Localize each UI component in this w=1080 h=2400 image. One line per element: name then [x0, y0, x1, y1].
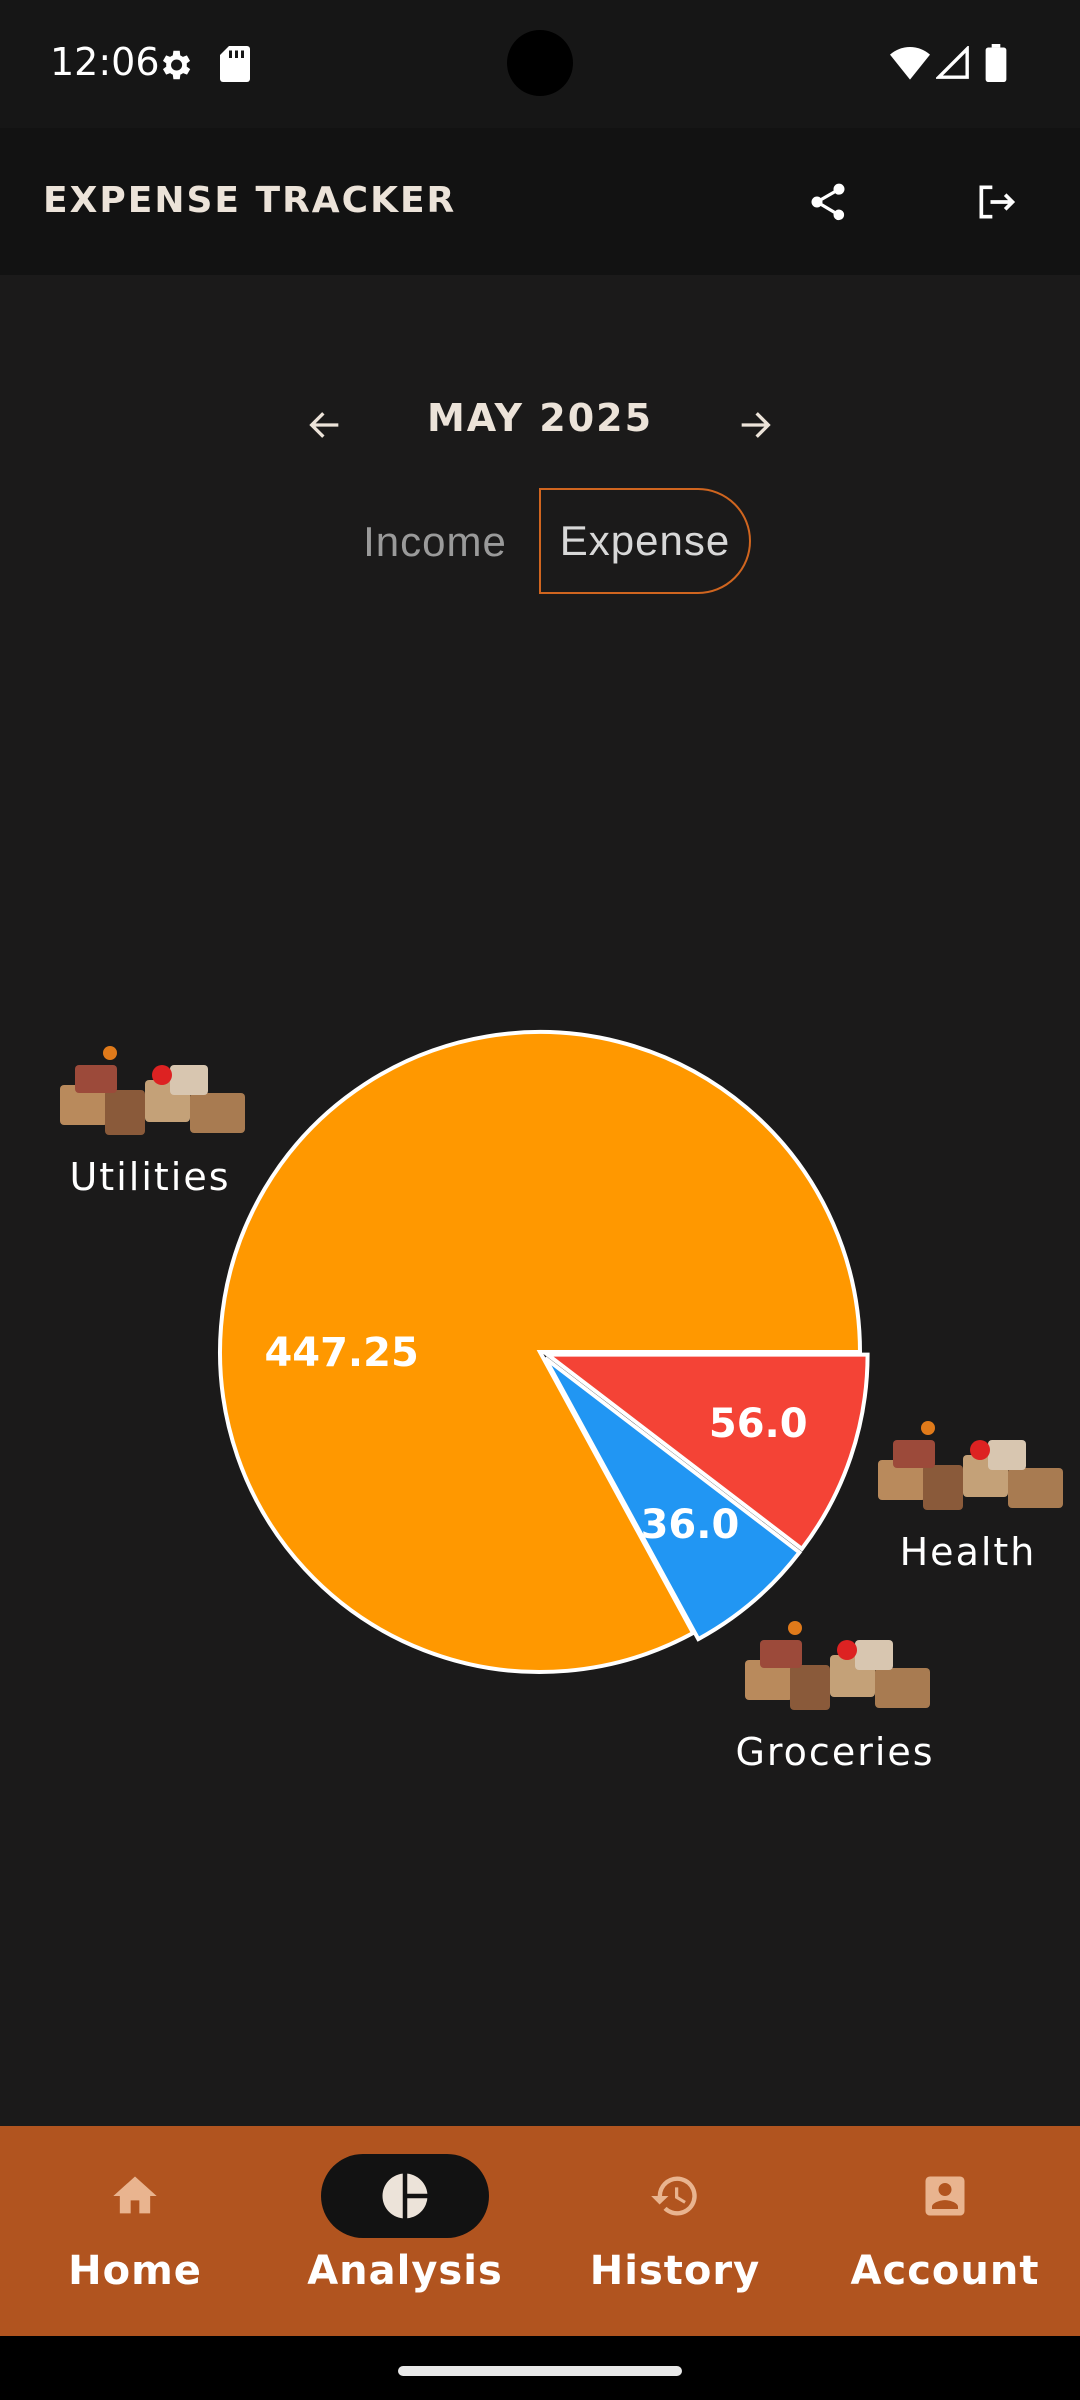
expense-pie-chart[interactable]: 447.25 Utilities 56.0 Health 36.0 Groceries [0, 1000, 1080, 1820]
pie-slice-utilities[interactable] [218, 1030, 863, 1674]
sd-card-icon [220, 46, 250, 82]
category-label-groceries: Groceries [735, 1730, 934, 1774]
month-navigator: MAY 2025 [0, 380, 1080, 460]
expense-toggle[interactable]: Expense [539, 488, 751, 594]
app-title: EXPENSE TRACKER [43, 180, 457, 221]
pie-slice-groceries[interactable] [543, 1356, 803, 1642]
month-label: MAY 2025 [426, 396, 654, 440]
pie-value-label-utilities: 447.25 [264, 1330, 418, 1376]
category-label-health: Health [900, 1530, 1037, 1574]
pie-value-label-health: 56.0 [709, 1401, 808, 1447]
nav-history[interactable]: History [540, 2126, 810, 2336]
nav-analysis[interactable]: Analysis [270, 2126, 540, 2336]
previous-month-button[interactable] [290, 390, 360, 460]
nav-home[interactable]: Home [0, 2126, 270, 2336]
arrow-left-icon [309, 412, 339, 438]
next-month-button[interactable] [720, 390, 790, 460]
logout-icon [979, 185, 1016, 219]
category-label-utilities: Utilities [69, 1155, 230, 1199]
settings-icon [162, 50, 191, 80]
logout-button[interactable] [958, 164, 1034, 240]
pie-chart-icon [382, 2173, 428, 2219]
nav-analysis-pill [321, 2154, 489, 2238]
category-badge-groceries: Groceries [735, 1621, 934, 1774]
category-badge-health: Health [878, 1421, 1063, 1574]
battery-icon [985, 44, 1007, 82]
account-icon [925, 2176, 965, 2216]
nav-account[interactable]: Account [810, 2126, 1080, 2336]
status-bar: 12:06 [0, 0, 1080, 128]
gesture-handle[interactable] [398, 2366, 682, 2376]
pie-value-label-groceries: 36.0 [641, 1502, 740, 1548]
gesture-bar [0, 2336, 1080, 2400]
category-badge-utilities: Utilities [60, 1046, 245, 1199]
nav-home-label: Home [68, 2248, 202, 2294]
nav-history-label: History [589, 2248, 761, 2294]
bottom-navigation: Home Analysis History Account [0, 2126, 1080, 2336]
home-icon [113, 2176, 157, 2214]
share-icon [811, 183, 845, 221]
history-icon [651, 2176, 697, 2216]
status-time: 12:06 [50, 40, 160, 84]
signal-icon [936, 46, 969, 79]
app-bar: EXPENSE TRACKER [0, 128, 1080, 275]
nav-account-pill [861, 2154, 1029, 2238]
share-button[interactable] [790, 164, 866, 240]
pie-slice-health[interactable] [541, 1352, 870, 1552]
nav-account-label: Account [850, 2248, 1040, 2294]
nav-analysis-label: Analysis [307, 2248, 503, 2294]
nav-home-pill [51, 2154, 219, 2238]
arrow-right-icon [741, 412, 771, 438]
front-camera [507, 30, 573, 96]
nav-history-pill [591, 2154, 759, 2238]
income-toggle[interactable]: Income [363, 518, 507, 565]
wifi-icon [890, 47, 930, 80]
